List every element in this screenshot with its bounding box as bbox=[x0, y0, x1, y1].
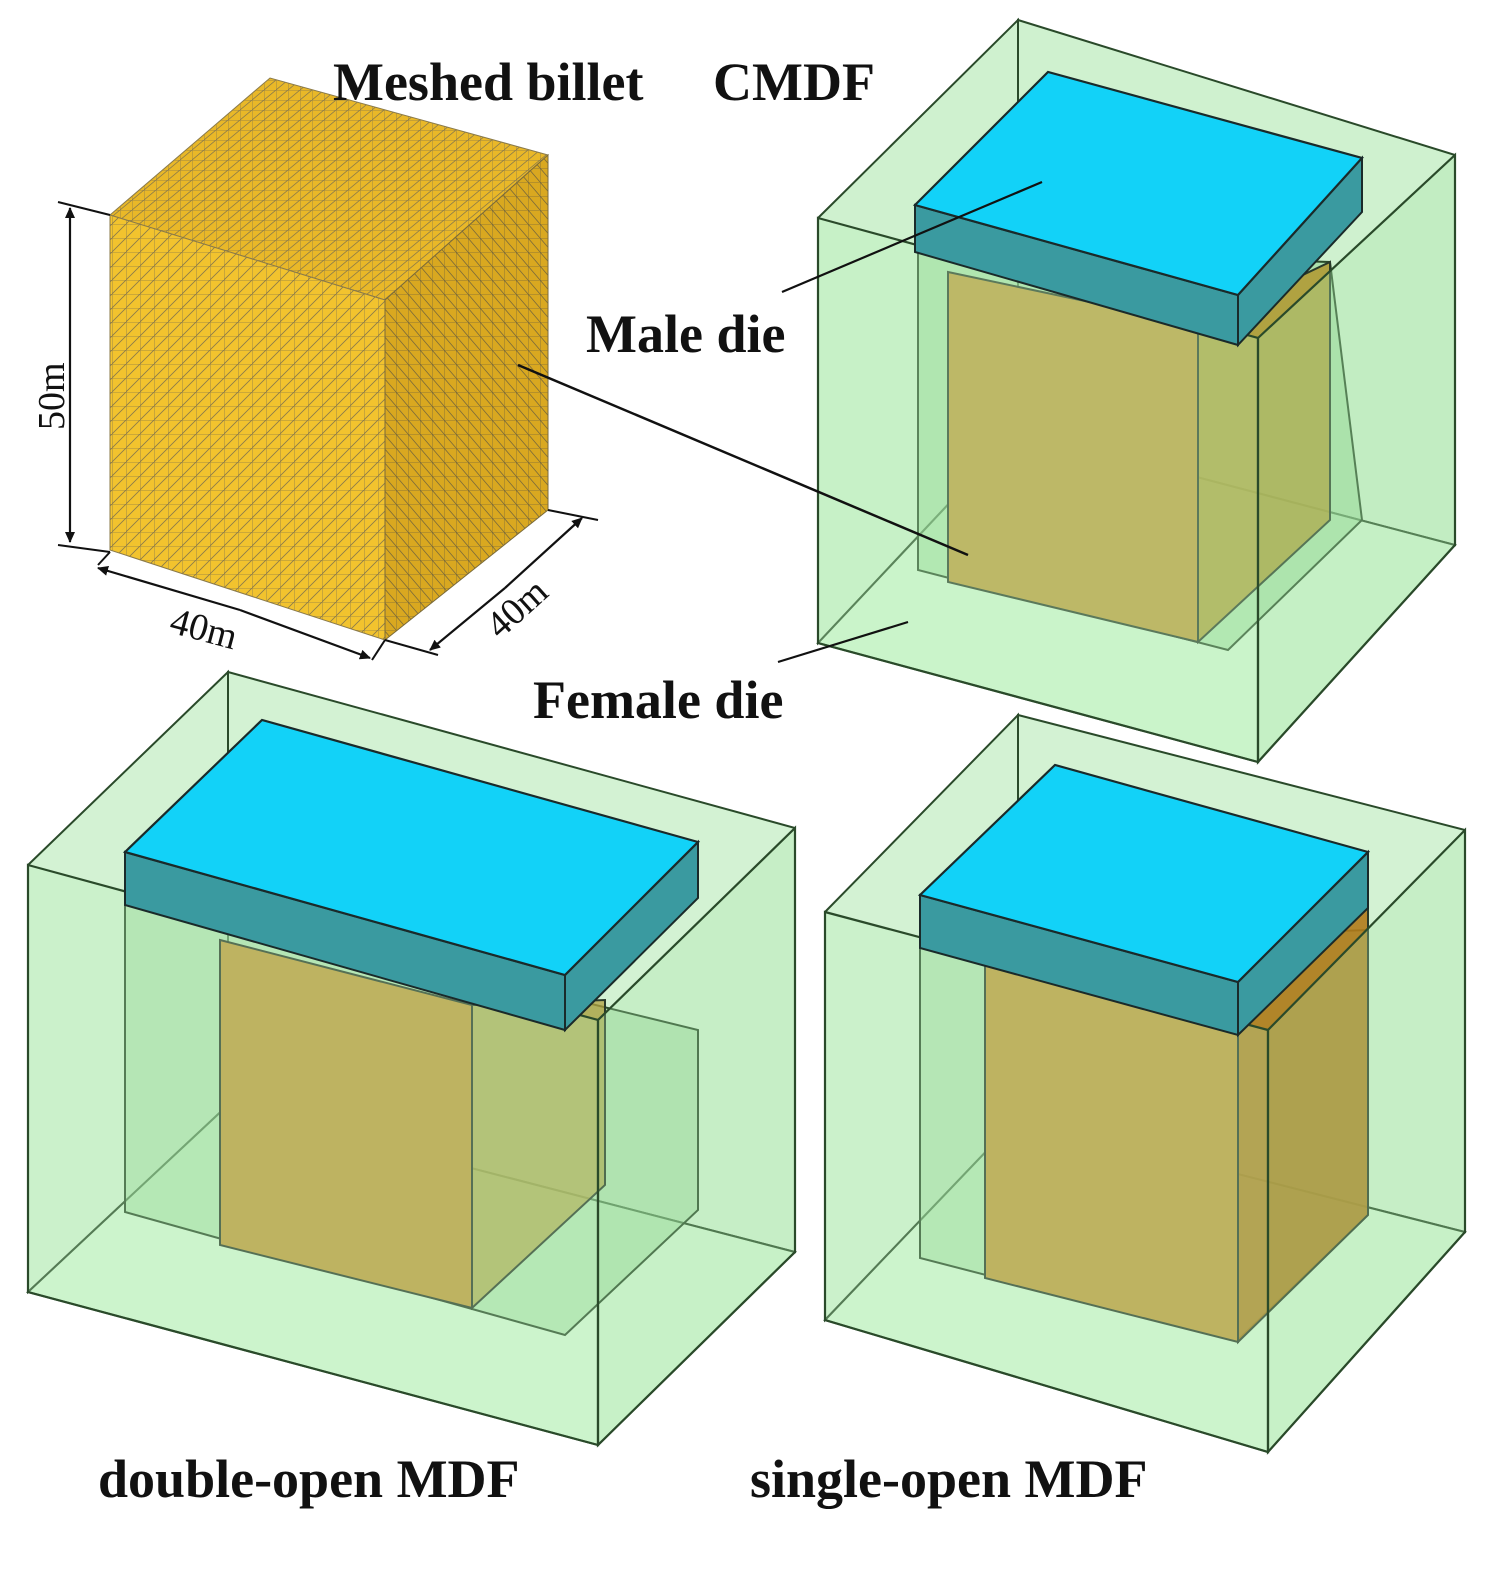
double-open-mdf-label: double-open MDF bbox=[98, 1449, 520, 1509]
height-dimension-label: 50m bbox=[31, 362, 73, 430]
cmdf-female-die-right bbox=[1256, 152, 1457, 765]
billet-to-workpiece-leader bbox=[517, 363, 969, 557]
meshed-billet bbox=[108, 77, 550, 642]
double-open-mdf-assembly bbox=[26, 669, 797, 1448]
depth-dimension-label: 40m bbox=[478, 570, 556, 646]
width-dimension-arrow bbox=[97, 566, 241, 612]
cmdf-male-die-top bbox=[912, 70, 1365, 297]
width-dimension-label: 40m bbox=[166, 600, 242, 658]
single-open-mdf-assembly bbox=[823, 712, 1467, 1455]
double-open-female-die-right bbox=[596, 825, 797, 1448]
female-die-leader bbox=[777, 620, 909, 664]
depth-dimension-arrow bbox=[429, 587, 506, 651]
male-die-label: Male die bbox=[586, 304, 785, 364]
female-die-label: Female die bbox=[533, 670, 783, 730]
single-open-male-die-top bbox=[917, 763, 1371, 984]
single-open-mdf-label: single-open MDF bbox=[750, 1449, 1148, 1509]
single-open-female-die-right bbox=[1266, 827, 1467, 1455]
cmdf-assembly bbox=[816, 17, 1457, 765]
male-die-leader bbox=[781, 180, 1043, 294]
double-open-male-die-top bbox=[122, 718, 701, 977]
cmdf-label: CMDF bbox=[713, 52, 875, 112]
meshed-billet-label: Meshed billet bbox=[333, 52, 643, 112]
leader-lines bbox=[517, 180, 1043, 664]
